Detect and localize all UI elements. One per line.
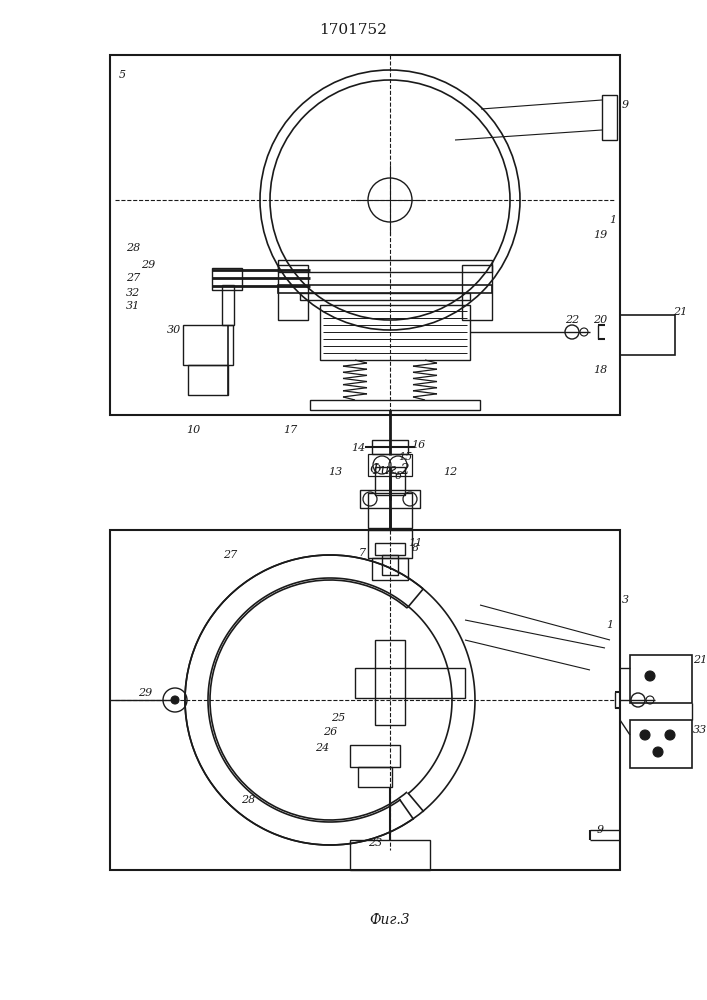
Text: 7: 7: [358, 548, 366, 558]
Circle shape: [171, 696, 179, 704]
Text: 5: 5: [119, 70, 126, 80]
Text: Фиг.2: Фиг.2: [370, 463, 410, 477]
Bar: [310, 400, 480, 410]
Bar: [602, 95, 617, 140]
Text: 1701752: 1701752: [319, 23, 387, 37]
Text: 1: 1: [607, 620, 614, 630]
Bar: [278, 285, 492, 293]
Text: 13: 13: [328, 467, 342, 477]
Bar: [620, 315, 675, 355]
Bar: [375, 467, 405, 495]
Bar: [350, 840, 430, 870]
Bar: [320, 305, 470, 360]
Bar: [300, 293, 470, 300]
Bar: [110, 530, 620, 870]
Text: 9: 9: [621, 100, 629, 110]
Text: 9: 9: [597, 825, 604, 835]
Text: 28: 28: [241, 795, 255, 805]
Bar: [372, 440, 408, 454]
Bar: [278, 265, 308, 320]
Text: 21: 21: [693, 655, 707, 665]
Text: 20: 20: [593, 315, 607, 325]
Text: 1: 1: [609, 215, 617, 225]
Text: 25: 25: [331, 713, 345, 723]
Bar: [222, 285, 234, 325]
Bar: [355, 668, 465, 698]
Text: 32: 32: [126, 288, 140, 298]
Text: 28: 28: [126, 243, 140, 253]
Text: 16: 16: [411, 440, 425, 450]
Text: 23: 23: [368, 838, 382, 848]
Bar: [183, 325, 233, 365]
Bar: [110, 55, 620, 415]
Text: 31: 31: [126, 301, 140, 311]
Text: Фиг.3: Фиг.3: [370, 913, 410, 927]
Bar: [372, 558, 408, 580]
Text: 22: 22: [565, 315, 579, 325]
Text: 15: 15: [398, 452, 412, 462]
Bar: [278, 260, 492, 272]
Text: 12: 12: [443, 467, 457, 477]
Bar: [462, 265, 492, 320]
Circle shape: [640, 730, 650, 740]
Text: 26: 26: [323, 727, 337, 737]
Text: 11: 11: [408, 538, 422, 548]
Circle shape: [665, 730, 675, 740]
Text: 30: 30: [167, 325, 181, 335]
Text: 24: 24: [315, 743, 329, 753]
Bar: [375, 640, 405, 725]
Text: 18: 18: [593, 365, 607, 375]
Text: 19: 19: [593, 230, 607, 240]
Text: 21: 21: [673, 307, 687, 317]
Text: 6: 6: [395, 471, 402, 481]
Circle shape: [653, 747, 663, 757]
Text: 29: 29: [141, 260, 155, 270]
Bar: [360, 490, 420, 508]
Bar: [358, 767, 392, 787]
Bar: [375, 543, 405, 555]
Text: 10: 10: [186, 425, 200, 435]
Text: 3: 3: [621, 595, 629, 605]
Bar: [368, 454, 412, 476]
Bar: [630, 655, 692, 703]
Text: 17: 17: [283, 425, 297, 435]
Text: 27: 27: [223, 550, 237, 560]
Text: 33: 33: [693, 725, 707, 735]
Bar: [212, 268, 242, 290]
Bar: [368, 530, 412, 558]
Bar: [350, 745, 400, 767]
Bar: [188, 365, 228, 395]
Text: 14: 14: [351, 443, 365, 453]
Bar: [630, 720, 692, 768]
Bar: [382, 555, 398, 575]
Text: 8: 8: [411, 543, 419, 553]
Circle shape: [645, 671, 655, 681]
Text: 29: 29: [138, 688, 152, 698]
Bar: [368, 493, 412, 528]
Text: 27: 27: [126, 273, 140, 283]
